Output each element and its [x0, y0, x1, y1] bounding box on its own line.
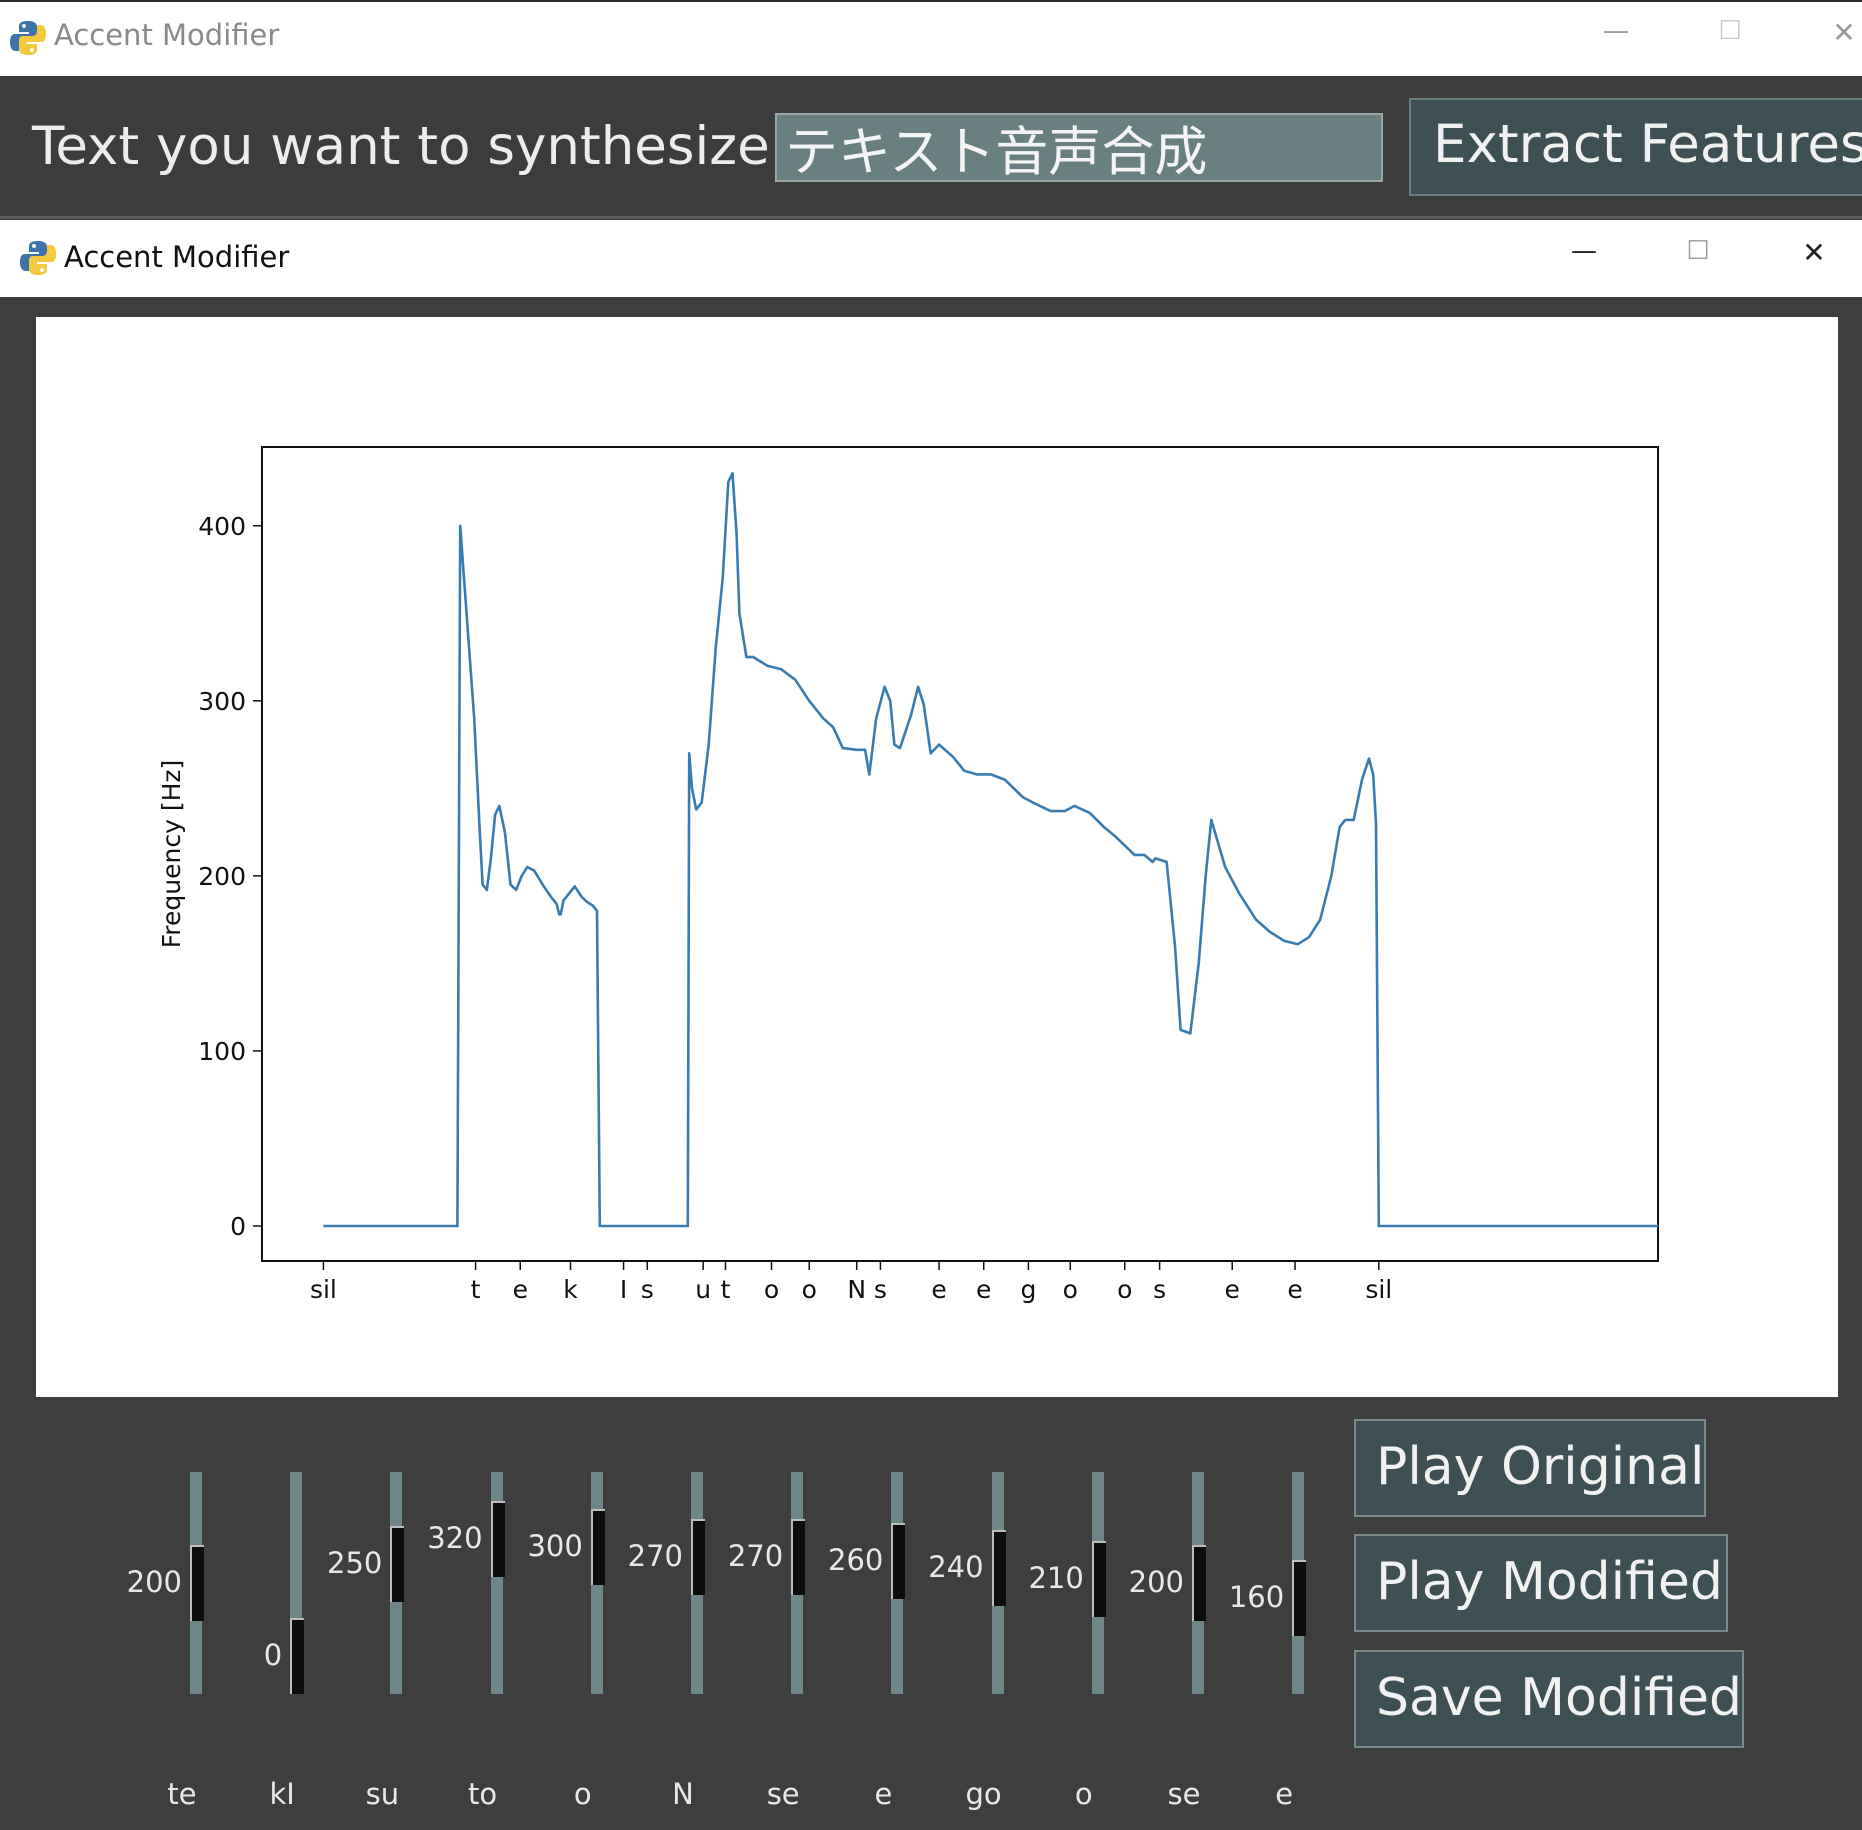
accent-close-button[interactable]: ✕	[1802, 236, 1826, 269]
x-tick-label: s	[641, 1275, 654, 1304]
phoneme-label: go	[965, 1777, 1002, 1811]
x-tick-label: o	[764, 1275, 779, 1304]
pitch-slider-handle[interactable]	[1091, 1540, 1106, 1617]
y-tick-label: 300	[198, 687, 246, 716]
x-tick-label: e	[931, 1275, 946, 1304]
x-tick-label: e	[513, 1275, 528, 1304]
x-tick-label: g	[1020, 1275, 1036, 1304]
x-tick-label: sil	[1365, 1275, 1392, 1304]
accent-maximize-button[interactable]: ☐	[1686, 236, 1710, 266]
pitch-slider-value: 0	[263, 1638, 283, 1672]
pitch-slider-value: 200	[126, 1565, 182, 1599]
accent-minimize-button[interactable]: —	[1571, 236, 1597, 266]
accent-window-titlebar[interactable]	[0, 220, 1862, 297]
phoneme-label: N	[672, 1777, 694, 1811]
pitch-slider-handle[interactable]	[1292, 1559, 1307, 1636]
synthesis-text-label: Text you want to synthesize:	[32, 116, 788, 177]
pitch-slider-handle[interactable]	[390, 1526, 405, 1603]
x-tick-label: s	[1153, 1275, 1166, 1304]
x-tick-label: u	[695, 1275, 711, 1304]
x-tick-label: o	[1117, 1275, 1132, 1304]
x-tick-label: t	[721, 1275, 731, 1304]
y-tick-label: 200	[198, 862, 246, 891]
pitch-slider-handle[interactable]	[590, 1508, 605, 1585]
pitch-slider-value: 210	[1028, 1560, 1084, 1595]
x-tick-label: o	[1063, 1275, 1078, 1304]
extract-features-button[interactable]: Extract Features	[1409, 98, 1862, 196]
x-tick-label: e	[976, 1275, 991, 1304]
main-maximize-button[interactable]: ☐	[1718, 16, 1742, 46]
pitch-slider-handle[interactable]	[891, 1523, 906, 1600]
pitch-slider-handle[interactable]	[490, 1501, 505, 1578]
pitch-slider-handle[interactable]	[1192, 1545, 1206, 1621]
x-tick-label: k	[563, 1275, 578, 1304]
x-tick-label: sil	[310, 1275, 337, 1304]
x-tick-label: s	[874, 1275, 887, 1304]
pitch-slider-handle[interactable]	[991, 1530, 1006, 1607]
phoneme-label: e	[874, 1777, 893, 1811]
x-tick-label: o	[802, 1275, 817, 1304]
pitch-slider-value: 260	[828, 1543, 884, 1578]
y-axis-label: Frequency [Hz]	[157, 760, 186, 949]
x-tick-label: N	[847, 1275, 866, 1304]
phoneme-label: su	[365, 1777, 400, 1811]
y-tick-label: 400	[198, 512, 246, 541]
pitch-slider-handle[interactable]	[290, 1618, 305, 1694]
accent-window-title: Accent Modifier	[64, 240, 290, 274]
x-tick-label: e	[1225, 1275, 1240, 1304]
phoneme-label: te	[167, 1777, 197, 1811]
pitch-slider-handle[interactable]	[791, 1518, 806, 1595]
y-tick-label: 0	[230, 1212, 246, 1241]
pitch-slider-handle[interactable]	[190, 1545, 204, 1621]
phoneme-label: to	[468, 1777, 498, 1811]
main-window-title: Accent Modifier	[54, 18, 280, 52]
play-original-button[interactable]: Play Original	[1354, 1419, 1706, 1517]
x-tick-label: e	[1287, 1275, 1302, 1304]
phoneme-label: se	[766, 1777, 800, 1811]
window-divider	[0, 216, 1862, 219]
pitch-slider-value: 160	[1228, 1579, 1285, 1614]
x-tick-label: I	[620, 1275, 627, 1304]
pitch-slider-value: 270	[727, 1538, 784, 1573]
synthesis-text-input[interactable]	[775, 113, 1383, 182]
phoneme-label: o	[1074, 1777, 1093, 1811]
play-modified-button[interactable]: Play Modified	[1354, 1534, 1728, 1632]
pitch-slider-value: 240	[928, 1550, 984, 1585]
main-window-titlebar[interactable]	[0, 0, 1862, 76]
phoneme-label: e	[1275, 1777, 1294, 1811]
phoneme-label: se	[1167, 1777, 1201, 1811]
x-tick-label: t	[471, 1275, 481, 1304]
f0-series-line	[323, 472, 1658, 1228]
pitch-slider-handle[interactable]	[691, 1518, 705, 1595]
pitch-slider-value: 270	[627, 1538, 683, 1573]
python-app-icon	[20, 241, 56, 275]
python-app-icon	[10, 21, 46, 55]
pitch-slider-value: 300	[527, 1528, 583, 1563]
pitch-slider-value: 200	[1128, 1565, 1184, 1599]
save-modified-button[interactable]: Save Modified	[1354, 1650, 1744, 1748]
phoneme-label: kI	[269, 1777, 295, 1811]
y-tick-label: 100	[198, 1037, 246, 1066]
plot-frame	[261, 446, 1659, 1262]
pitch-slider-value: 320	[427, 1521, 483, 1556]
main-close-button[interactable]: ✕	[1832, 16, 1856, 49]
main-minimize-button[interactable]: —	[1603, 16, 1629, 46]
pitch-slider-value: 250	[327, 1546, 383, 1581]
phoneme-label: o	[573, 1777, 592, 1811]
